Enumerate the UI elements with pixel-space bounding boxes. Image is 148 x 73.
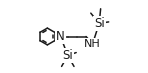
Text: Si: Si [62, 49, 73, 62]
Text: Si: Si [94, 17, 104, 30]
Text: N: N [56, 30, 65, 43]
Text: NH: NH [84, 39, 101, 49]
